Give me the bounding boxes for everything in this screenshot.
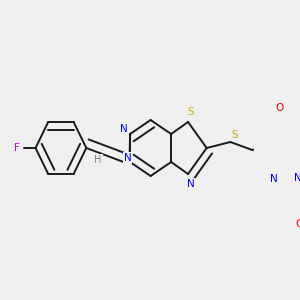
Text: F: F xyxy=(14,143,20,153)
Text: H: H xyxy=(94,155,102,165)
Text: N: N xyxy=(294,173,300,183)
Text: S: S xyxy=(231,130,238,140)
Text: N: N xyxy=(124,153,132,163)
Text: O: O xyxy=(296,219,300,229)
Text: N: N xyxy=(120,124,128,134)
Text: N: N xyxy=(271,174,278,184)
Text: N: N xyxy=(187,179,194,189)
Text: O: O xyxy=(275,103,284,113)
Text: S: S xyxy=(187,107,194,117)
